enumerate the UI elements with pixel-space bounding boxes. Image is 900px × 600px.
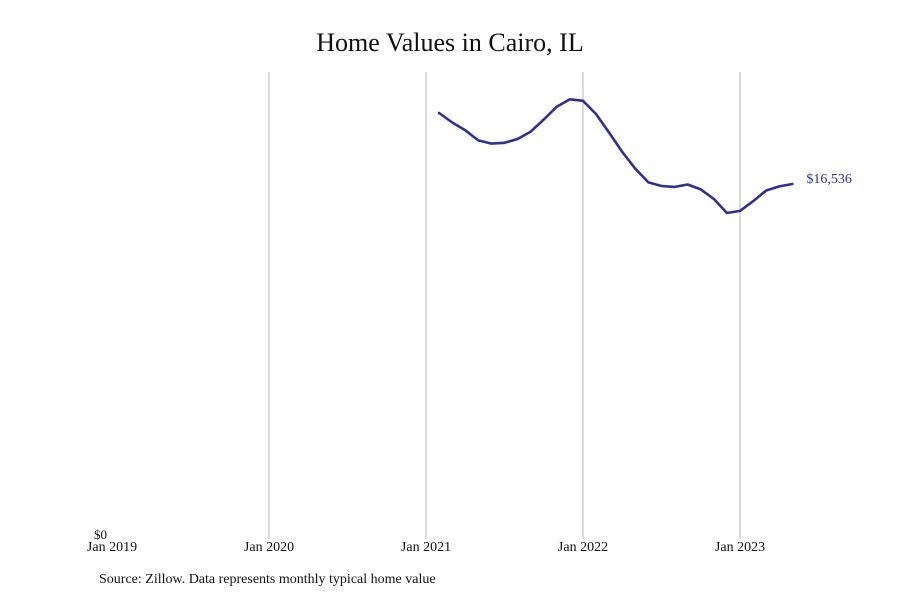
- chart-title: Home Values in Cairo, IL: [316, 28, 584, 57]
- x-tick-label: Jan 2020: [244, 540, 294, 555]
- data-point: [687, 183, 689, 185]
- data-point: [503, 142, 505, 144]
- data-point: [621, 151, 623, 153]
- data-point: [543, 118, 545, 120]
- end-value-label: $16,536: [806, 172, 852, 187]
- data-point: [765, 189, 767, 191]
- data-point: [569, 98, 571, 100]
- data-point: [556, 106, 558, 108]
- x-tick-label: Jan 2022: [558, 540, 608, 555]
- data-point: [582, 100, 584, 102]
- data-point: [477, 139, 479, 141]
- data-point: [673, 186, 675, 188]
- x-tick-label: Jan 2019: [87, 540, 137, 555]
- data-point: [726, 212, 728, 214]
- data-point: [595, 113, 597, 115]
- x-tick-label: Jan 2021: [401, 540, 451, 555]
- data-point: [700, 188, 702, 190]
- data-point: [608, 132, 610, 134]
- data-point: [778, 185, 780, 187]
- source-note: Source: Zillow. Data represents monthly …: [99, 572, 436, 587]
- data-point: [739, 210, 741, 212]
- data-point: [660, 185, 662, 187]
- x-tick-label: Jan 2023: [715, 540, 765, 555]
- data-point: [791, 183, 793, 185]
- axis-labels: Jan 2019 Jan 2020 Jan 2021 Jan 2022 Jan 2023…: [87, 527, 765, 555]
- data-point: [516, 138, 518, 140]
- data-point: [464, 129, 466, 131]
- y-tick-label: $0: [94, 527, 107, 542]
- gridlines: [268, 72, 741, 539]
- data-point: [752, 200, 754, 202]
- data-point: [530, 130, 532, 132]
- series-line: [437, 98, 794, 215]
- data-point: [634, 168, 636, 170]
- data-point: [438, 112, 440, 114]
- data-point: [647, 181, 649, 183]
- data-point: [451, 121, 453, 123]
- data-point: [713, 198, 715, 200]
- series: $16,536: [437, 98, 852, 215]
- data-point: [490, 142, 492, 144]
